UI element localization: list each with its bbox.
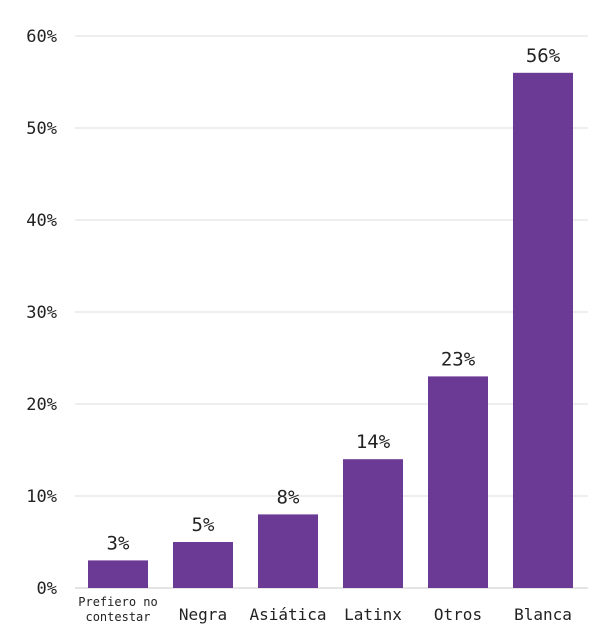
- data-label: 8%: [277, 486, 300, 508]
- y-tick-label: 60%: [26, 27, 57, 47]
- x-tick-label: Asiática: [249, 605, 326, 624]
- y-axis-ticks: 0% 10% 20% 30% 40% 50% 60%: [26, 27, 57, 599]
- y-tick-label: 30%: [26, 303, 57, 323]
- bar: [173, 542, 233, 588]
- bar: [88, 560, 148, 588]
- data-labels: 3% 5% 8% 14% 23% 56%: [107, 45, 561, 555]
- x-tick-label: Negra: [179, 605, 227, 624]
- bar: [258, 514, 318, 588]
- x-tick-label: Blanca: [514, 605, 572, 624]
- y-tick-label: 0%: [37, 579, 57, 599]
- gridlines: [75, 35, 588, 589]
- data-label: 3%: [107, 532, 130, 554]
- bar: [513, 72, 573, 589]
- data-label: 56%: [526, 45, 561, 67]
- y-tick-label: 10%: [26, 487, 57, 507]
- bar: [428, 376, 488, 588]
- data-label: 14%: [356, 431, 391, 453]
- data-label: 23%: [441, 348, 476, 370]
- data-label: 5%: [192, 514, 215, 536]
- x-tick-label: Prefiero no: [78, 595, 157, 609]
- bars: [88, 72, 573, 589]
- bar: [343, 459, 403, 588]
- y-tick-label: 40%: [26, 211, 57, 231]
- y-tick-label: 50%: [26, 119, 57, 139]
- x-tick-label: Latinx: [344, 605, 402, 624]
- x-tick-label: contestar: [85, 610, 150, 624]
- x-tick-label: Otros: [434, 605, 482, 624]
- y-tick-label: 20%: [26, 395, 57, 415]
